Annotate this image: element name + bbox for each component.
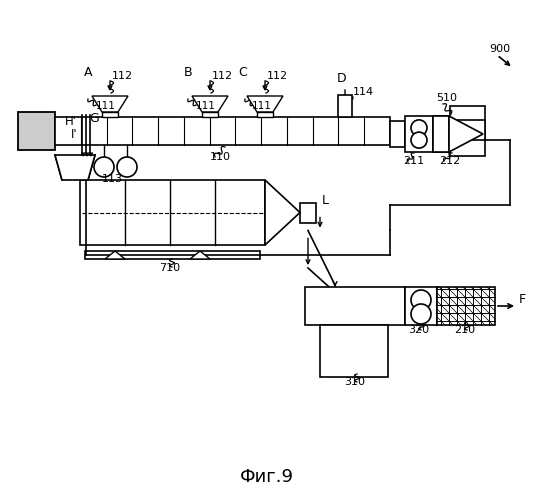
Bar — [433, 116, 455, 152]
Bar — [300, 202, 316, 222]
Bar — [320, 325, 388, 377]
Text: C: C — [239, 66, 247, 79]
Polygon shape — [105, 251, 125, 259]
Text: 210: 210 — [454, 325, 476, 335]
Bar — [80, 180, 265, 245]
Bar — [305, 287, 405, 325]
Text: I': I' — [70, 128, 77, 141]
Text: 211: 211 — [404, 156, 425, 166]
Circle shape — [411, 132, 427, 148]
Bar — [433, 116, 449, 152]
Bar — [338, 95, 352, 117]
Bar — [405, 116, 433, 152]
Circle shape — [94, 157, 114, 177]
Text: 510: 510 — [436, 93, 458, 103]
Text: 212: 212 — [439, 156, 461, 166]
Bar — [450, 106, 485, 156]
Bar — [437, 287, 495, 325]
Bar — [85, 251, 260, 259]
Text: 111: 111 — [196, 101, 216, 111]
Circle shape — [411, 290, 431, 310]
Text: Фиг.9: Фиг.9 — [240, 468, 294, 486]
Bar — [257, 112, 273, 117]
Text: 900: 900 — [490, 44, 511, 54]
Bar — [102, 112, 118, 117]
Text: 111: 111 — [252, 101, 272, 111]
Text: A: A — [84, 66, 92, 79]
Polygon shape — [449, 116, 483, 152]
Text: D: D — [337, 72, 347, 85]
Bar — [450, 120, 485, 140]
Text: 320: 320 — [409, 325, 429, 335]
Bar — [390, 121, 405, 147]
Text: F: F — [519, 293, 526, 306]
Text: 111: 111 — [96, 101, 116, 111]
Bar — [55, 117, 390, 145]
Text: 112: 112 — [212, 71, 233, 81]
Text: 310: 310 — [344, 377, 365, 387]
Bar — [405, 287, 437, 325]
Circle shape — [411, 304, 431, 324]
Text: B: B — [184, 66, 192, 79]
Text: H': H' — [65, 115, 77, 128]
Text: 112: 112 — [267, 71, 288, 81]
Polygon shape — [55, 155, 95, 180]
Polygon shape — [192, 96, 228, 112]
Bar — [202, 112, 218, 117]
Text: L: L — [322, 194, 329, 207]
Polygon shape — [265, 180, 300, 245]
Circle shape — [411, 120, 427, 136]
Circle shape — [117, 157, 137, 177]
Polygon shape — [92, 96, 128, 112]
Bar — [18, 112, 55, 150]
Text: G: G — [89, 112, 99, 125]
Text: 113: 113 — [101, 174, 122, 184]
Text: 114: 114 — [353, 87, 374, 97]
Polygon shape — [247, 96, 283, 112]
Text: 112: 112 — [112, 71, 133, 81]
Text: 110: 110 — [209, 152, 231, 162]
Polygon shape — [190, 251, 210, 259]
Text: 710: 710 — [160, 263, 180, 273]
